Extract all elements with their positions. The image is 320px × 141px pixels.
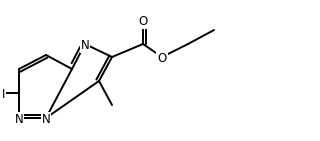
Text: N: N	[81, 39, 89, 52]
Text: I: I	[2, 88, 5, 101]
Text: O: O	[138, 15, 148, 28]
Text: N: N	[42, 113, 50, 126]
Text: O: O	[157, 52, 167, 65]
Text: N: N	[15, 113, 23, 126]
